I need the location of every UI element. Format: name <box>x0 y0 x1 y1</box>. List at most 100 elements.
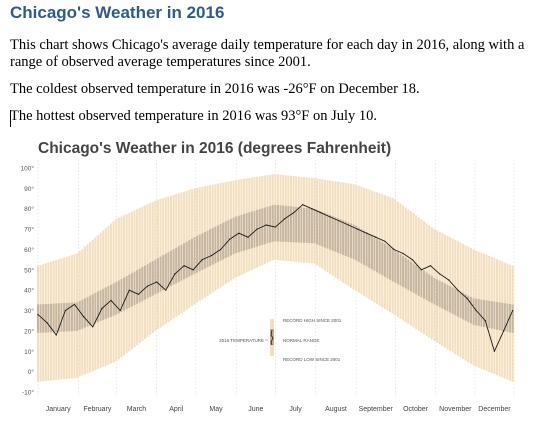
temperature-point <box>92 326 94 328</box>
normal-bar <box>415 265 418 295</box>
temperature-point <box>55 334 57 336</box>
temperature-point <box>101 307 103 310</box>
normal-bar <box>138 268 141 303</box>
normal-bar <box>316 209 319 245</box>
normal-bar <box>44 304 47 333</box>
x-tick-label-november: November <box>439 406 472 413</box>
temperature-point <box>201 259 203 261</box>
temperature-point <box>192 269 194 271</box>
normal-bar <box>243 214 246 251</box>
document-heading: Chicago's Weather in 2016 <box>10 3 225 22</box>
normal-bar <box>248 212 251 250</box>
temperature-point <box>502 330 505 332</box>
normal-bar <box>141 267 144 302</box>
normal-bar <box>227 220 230 257</box>
weather-chart: Chicago's Weather in 2016 (degrees Fahre… <box>21 140 515 413</box>
normal-bar <box>451 287 454 314</box>
normal-bar <box>76 302 79 331</box>
normal-bar <box>201 233 204 270</box>
intro-paragraph-line-1: This chart shows Chicago's average daily… <box>10 37 525 53</box>
normal-bar <box>159 256 162 292</box>
normal-bar <box>102 288 105 321</box>
temperature-point <box>165 289 167 291</box>
temperature-point <box>137 293 140 295</box>
temperature-point <box>146 285 149 287</box>
normal-bar <box>68 302 71 332</box>
normal-bar <box>498 302 501 331</box>
normal-bar <box>63 303 66 332</box>
normal-bar <box>347 222 350 258</box>
normal-bar <box>482 299 486 327</box>
normal-bar <box>136 270 139 304</box>
temperature-point <box>466 297 468 299</box>
temperature-point <box>274 226 276 228</box>
temperature-point <box>128 289 130 291</box>
normal-bar <box>436 279 439 306</box>
temperature-point <box>411 259 413 261</box>
normal-bar <box>443 283 446 310</box>
y-tick-label: 50° <box>24 266 34 274</box>
normal-bar <box>433 277 436 305</box>
normal-bar <box>391 248 394 282</box>
normal-bar <box>329 215 332 250</box>
temperature-line <box>37 204 514 352</box>
normal-bar <box>177 246 180 283</box>
normal-bar <box>449 286 452 313</box>
normal-bar <box>357 227 360 262</box>
normal-bar <box>462 292 465 320</box>
normal-bar <box>232 217 235 255</box>
normal-bar <box>151 261 154 296</box>
temperature-point <box>338 220 340 222</box>
normal-bar <box>117 280 120 314</box>
normal-bar <box>503 303 506 332</box>
normal-bar <box>493 301 496 330</box>
normal-bar <box>352 224 355 260</box>
temperature-point <box>457 289 459 291</box>
normal-bar <box>193 237 196 274</box>
temperature-point <box>302 204 304 206</box>
temperature-point <box>119 309 121 312</box>
normal-bar <box>49 303 53 333</box>
normal-bar <box>344 221 347 256</box>
y-tick-label: 10° <box>24 348 34 356</box>
normal-bar <box>167 252 170 288</box>
temperature-point <box>375 236 377 238</box>
normal-bar <box>467 295 470 323</box>
normal-bar <box>198 234 201 272</box>
normal-bar <box>428 274 431 302</box>
normal-bar <box>188 240 191 277</box>
normal-bar <box>253 210 256 248</box>
normal-bar <box>156 258 160 293</box>
normal-bar <box>154 259 157 295</box>
normal-bar <box>378 240 381 274</box>
normal-bar <box>99 290 102 322</box>
normal-bar <box>321 211 324 247</box>
temperature-point <box>484 320 486 322</box>
x-tick-label-august: August <box>325 406 347 413</box>
normal-bar <box>438 280 441 308</box>
temperature-point <box>37 314 39 316</box>
normal-bar <box>326 213 329 249</box>
normal-bar <box>454 288 457 316</box>
normal-bar <box>362 230 366 265</box>
normal-bar <box>420 268 423 298</box>
normal-bar <box>107 286 110 318</box>
legend-temp-swatch <box>270 329 274 346</box>
intro-paragraph-line-2: range of observed average temperatures s… <box>10 54 311 70</box>
normal-bar <box>73 302 76 332</box>
normal-bar <box>446 284 449 312</box>
temperature-point <box>83 316 85 318</box>
normal-bar <box>271 205 274 242</box>
normal-bar <box>490 301 493 329</box>
normal-bar <box>180 244 183 281</box>
normal-bar <box>289 206 293 243</box>
normal-bar <box>394 250 397 283</box>
normal-bar <box>480 299 483 327</box>
y-tick-label: 90° <box>24 185 34 193</box>
normal-bar <box>501 302 504 331</box>
normal-bar <box>57 303 60 332</box>
normal-bar <box>206 230 209 268</box>
normal-bar <box>300 207 303 243</box>
normal-bar <box>342 220 345 255</box>
chart-title: Chicago's Weather in 2016 (degrees Fahre… <box>38 140 391 157</box>
